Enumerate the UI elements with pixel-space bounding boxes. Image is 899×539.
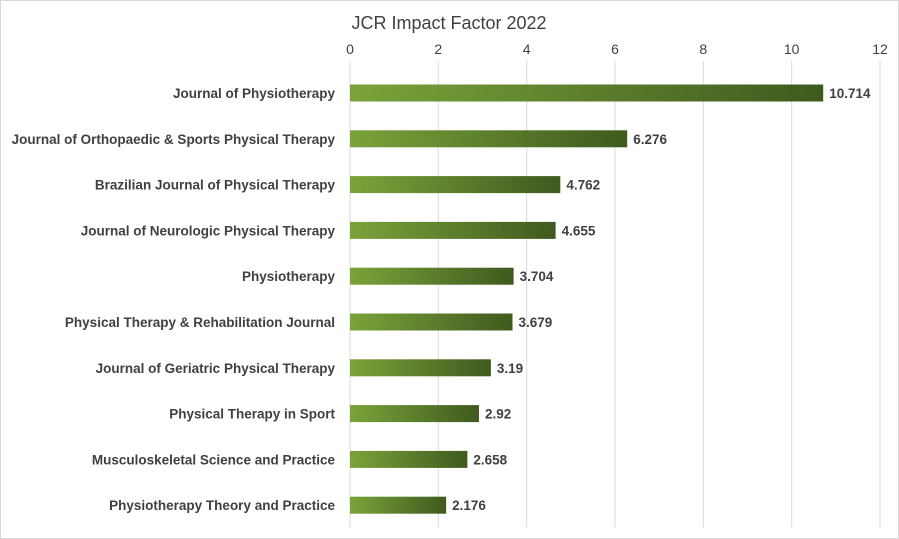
x-tick-label: 12	[872, 41, 888, 57]
x-tick-label: 10	[784, 41, 800, 57]
category-labels: Journal of Physiotherapy Journal of Ortho…	[12, 86, 336, 513]
bar	[350, 359, 491, 377]
x-axis-ticks: 0 2 4 6 8 10 12	[346, 41, 888, 57]
value-labels: 10.714 6.276 4.762 4.655 3.704 3.679 3.19 2.92 2…	[452, 86, 871, 513]
value-label: 3.704	[520, 269, 554, 284]
category-label: Musculoskeletal Science and Practice	[92, 452, 336, 467]
bar	[350, 84, 824, 102]
x-tick-label: 2	[434, 41, 442, 57]
x-tick-label: 6	[611, 41, 619, 57]
category-label: Physical Therapy in Sport	[169, 407, 335, 422]
bar	[350, 450, 468, 468]
category-label: Journal of Orthopaedic & Sports Physical…	[12, 132, 336, 147]
chart-title: JCR Impact Factor 2022	[351, 13, 546, 33]
category-label: Physiotherapy	[242, 269, 336, 284]
x-tick-label: 0	[346, 41, 354, 57]
bar	[350, 130, 628, 148]
category-label: Journal of Neurologic Physical Therapy	[81, 223, 336, 238]
category-label: Journal of Physiotherapy	[173, 86, 336, 101]
value-label: 4.655	[562, 223, 596, 238]
value-label: 3.19	[497, 361, 523, 376]
bar	[350, 267, 514, 285]
value-label: 3.679	[518, 315, 552, 330]
category-label: Physiotherapy Theory and Practice	[109, 498, 335, 513]
value-label: 4.762	[566, 178, 600, 193]
category-label: Brazilian Journal of Physical Therapy	[95, 178, 336, 193]
bars	[350, 84, 824, 514]
bar	[350, 313, 513, 331]
bar	[350, 221, 556, 239]
x-tick-label: 8	[699, 41, 707, 57]
bar	[350, 405, 479, 423]
category-label: Physical Therapy & Rehabilitation Journa…	[65, 315, 335, 330]
bar	[350, 176, 561, 194]
bar	[350, 496, 447, 514]
value-label: 2.658	[473, 452, 507, 467]
category-label: Journal of Geriatric Physical Therapy	[96, 361, 336, 376]
value-label: 6.276	[633, 132, 667, 147]
value-label: 10.714	[829, 86, 871, 101]
value-label: 2.92	[485, 407, 511, 422]
x-tick-label: 4	[523, 41, 531, 57]
value-label: 2.176	[452, 498, 486, 513]
